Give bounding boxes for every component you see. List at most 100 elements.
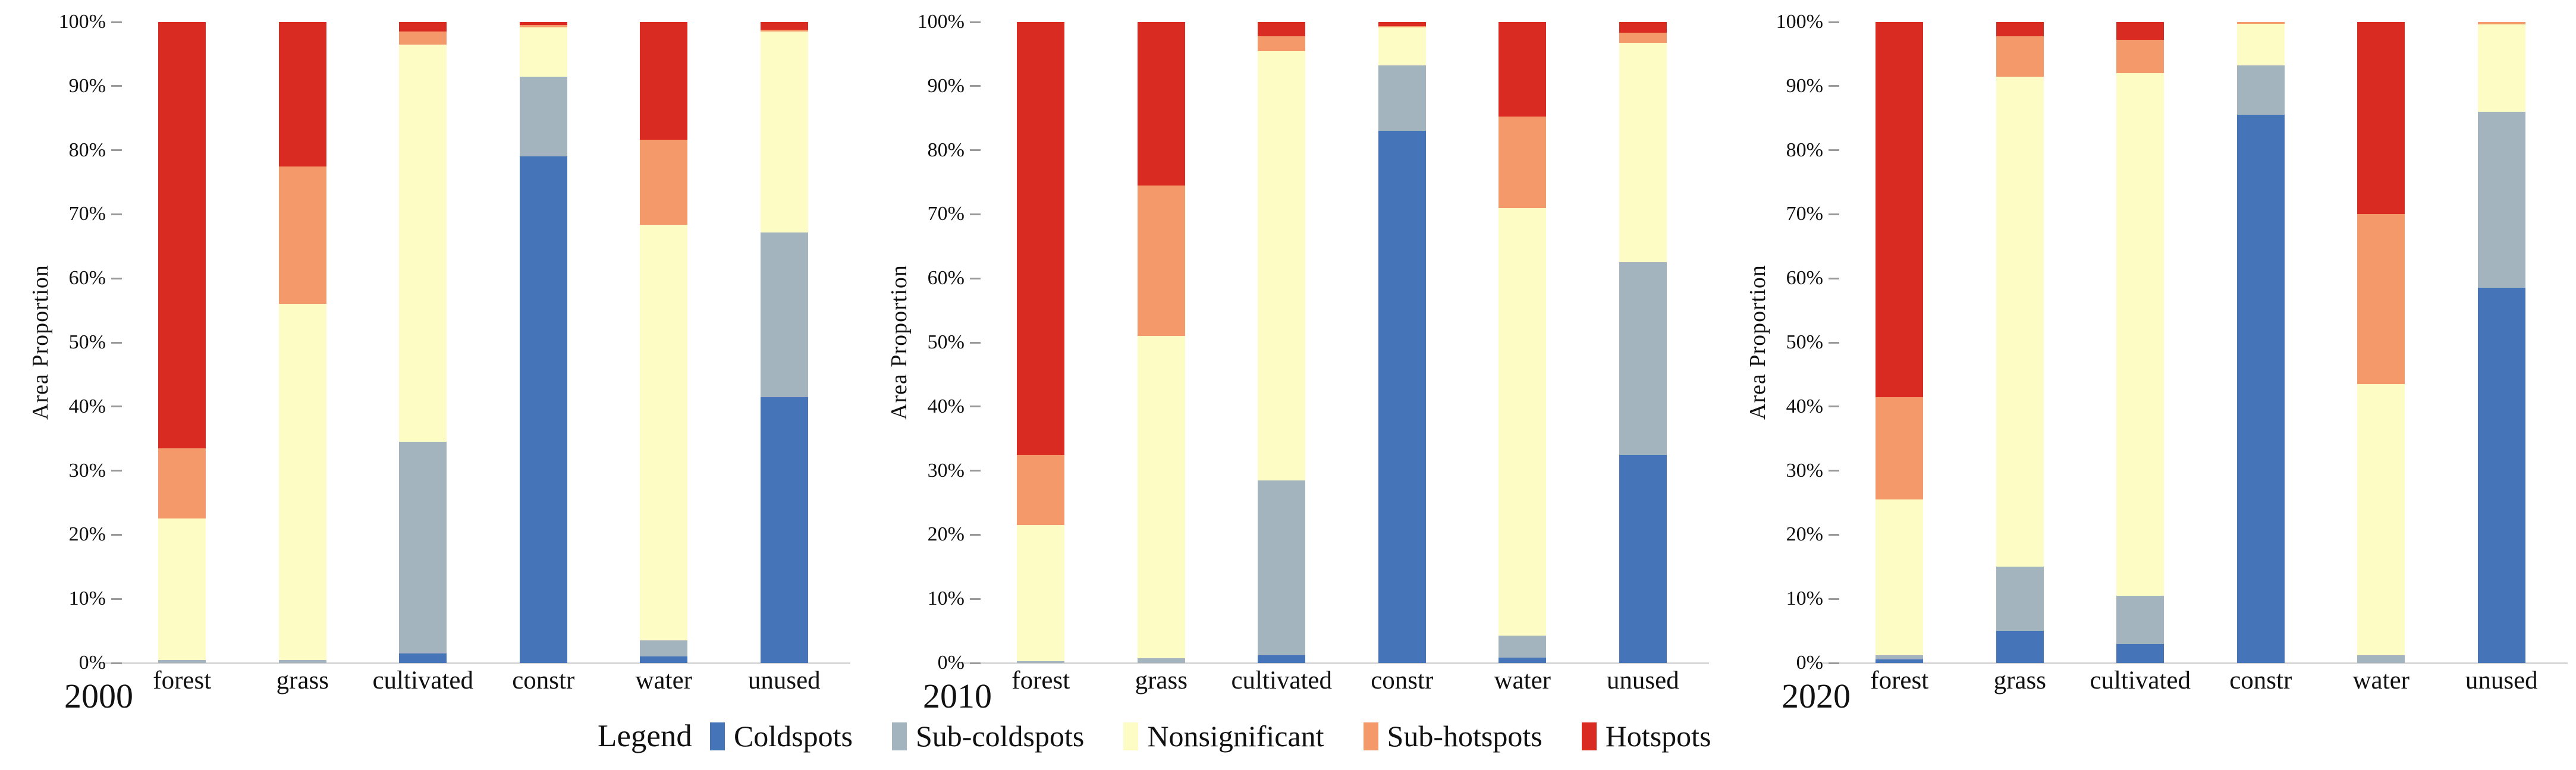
y-tick-label: 20% bbox=[1786, 523, 1823, 546]
segment-constr-coldspots bbox=[1378, 131, 1426, 663]
y-tick-label: 90% bbox=[1786, 74, 1823, 97]
y-tick-label: 80% bbox=[1786, 139, 1823, 161]
y-tick-mark bbox=[1829, 85, 1839, 87]
x-axis-line bbox=[1817, 662, 2568, 664]
segment-grass-sub-hotspots bbox=[278, 166, 326, 304]
segment-cultivated-hotspots bbox=[399, 22, 447, 32]
y-tick-mark bbox=[111, 21, 122, 23]
category-label: grass bbox=[1135, 667, 1188, 694]
segment-forest-sub-coldspots bbox=[1017, 661, 1065, 663]
category-label: forest bbox=[1011, 667, 1070, 694]
segment-water-sub-hotspots bbox=[1499, 116, 1547, 208]
bar-slot-constr: constr bbox=[2201, 22, 2321, 693]
segment-forest-sub-coldspots bbox=[1876, 655, 1924, 659]
segment-cultivated-nonsignificant bbox=[2116, 73, 2165, 596]
y-tick-mark bbox=[1829, 406, 1839, 408]
bars-group: forest grass cultivated constr water unused bbox=[122, 22, 844, 693]
category-label: forest bbox=[153, 667, 212, 694]
bar-slot-constr: constr bbox=[1342, 22, 1463, 693]
segment-cultivated-hotspots bbox=[2116, 22, 2165, 40]
sub-coldspots-swatch-icon bbox=[892, 722, 907, 750]
segment-forest-sub-hotspots bbox=[1876, 397, 1924, 500]
category-label: forest bbox=[1870, 667, 1929, 694]
segment-constr-sub-coldspots bbox=[1378, 65, 1426, 131]
y-tick-mark bbox=[970, 21, 981, 23]
y-tick-label: 10% bbox=[927, 587, 965, 610]
category-label: constr bbox=[512, 667, 575, 694]
segment-forest-nonsignificant bbox=[1876, 499, 1924, 656]
y-tick-mark bbox=[111, 277, 122, 279]
stacked-bar-constr bbox=[2236, 22, 2285, 663]
bar-slot-water: water bbox=[2321, 22, 2442, 693]
year-label: 2020 bbox=[1782, 677, 1851, 715]
plot-area: 0% 10% 20% 30% 40% 50% 60% 70% 80% 90% 100% forest… bbox=[59, 12, 850, 693]
legend-title: Legend bbox=[598, 719, 692, 753]
segment-forest-hotspots bbox=[158, 22, 206, 448]
legend-item-hotspots: Hotspots bbox=[1581, 719, 1711, 753]
legend-label: Sub-coldspots bbox=[916, 719, 1085, 753]
category-label: water bbox=[1494, 667, 1551, 694]
bars-group: forest grass cultivated constr water unused bbox=[981, 22, 1704, 693]
chart-panel-2020: Area Proportion 0% 10% 20% 30% 40% 50% 60% 70% 8… bbox=[1717, 0, 2576, 770]
segment-unused-sub-hotspots bbox=[760, 29, 808, 32]
y-tick-mark bbox=[1829, 149, 1839, 152]
y-tick-label: 30% bbox=[927, 459, 965, 482]
segment-cultivated-sub-coldspots bbox=[1258, 480, 1306, 656]
segment-constr-nonsignificant bbox=[2236, 24, 2285, 66]
y-tick-label: 20% bbox=[927, 523, 965, 546]
y-axis-ticks: 0% 10% 20% 30% 40% 50% 60% 70% 80% 90% 100% bbox=[59, 12, 844, 673]
category-label: cultivated bbox=[1231, 667, 1333, 694]
stacked-bar-water bbox=[1499, 22, 1547, 663]
y-tick-mark bbox=[111, 533, 122, 536]
y-tick-mark bbox=[970, 341, 981, 344]
year-label: 2000 bbox=[64, 677, 133, 715]
segment-grass-sub-coldspots bbox=[278, 659, 326, 663]
y-tick-label: 90% bbox=[68, 74, 106, 97]
category-label: water bbox=[2352, 667, 2410, 694]
y-tick-label: 100% bbox=[1776, 11, 1823, 33]
category-label: cultivated bbox=[372, 667, 474, 694]
category-label: unused bbox=[1606, 667, 1679, 694]
category-label: unused bbox=[2465, 667, 2538, 694]
category-label: water bbox=[635, 667, 693, 694]
y-tick-label: 100% bbox=[58, 11, 106, 33]
stacked-bar-unused bbox=[2477, 22, 2525, 663]
y-tick-mark bbox=[1829, 470, 1839, 472]
legend-label: Sub-hotspots bbox=[1387, 719, 1543, 753]
bar-slot-cultivated: cultivated bbox=[1221, 22, 1342, 693]
segment-unused-nonsignificant bbox=[1619, 42, 1667, 263]
segment-unused-sub-coldspots bbox=[760, 232, 808, 397]
y-tick-label: 50% bbox=[68, 331, 106, 353]
segment-cultivated-coldspots bbox=[2116, 643, 2165, 663]
segment-unused-sub-hotspots bbox=[2477, 22, 2525, 25]
bar-slot-constr: constr bbox=[483, 22, 604, 693]
segment-cultivated-hotspots bbox=[1258, 22, 1306, 36]
nonsignificant-swatch-icon bbox=[1123, 722, 1139, 750]
stacked-bar-forest bbox=[158, 22, 206, 663]
segment-water-sub-coldspots bbox=[2357, 655, 2405, 663]
segment-unused-nonsignificant bbox=[760, 32, 808, 232]
legend-item-sub-hotspots: Sub-hotspots bbox=[1363, 719, 1543, 753]
segment-water-hotspots bbox=[1499, 22, 1547, 117]
segment-grass-sub-coldspots bbox=[1137, 658, 1185, 663]
segment-forest-hotspots bbox=[1876, 22, 1924, 397]
segment-cultivated-coldspots bbox=[1258, 655, 1306, 663]
y-tick-label: 50% bbox=[1786, 331, 1823, 353]
segment-cultivated-nonsignificant bbox=[1258, 51, 1306, 480]
y-tick-mark bbox=[970, 149, 981, 152]
sub-hotspots-swatch-icon bbox=[1363, 722, 1378, 750]
y-tick-label: 30% bbox=[1786, 459, 1823, 482]
segment-constr-hotspots bbox=[1378, 22, 1426, 26]
bar-slot-unused: unused bbox=[1583, 22, 1704, 693]
legend-label: Nonsignificant bbox=[1147, 719, 1324, 753]
segment-constr-sub-hotspots bbox=[519, 25, 567, 27]
segment-cultivated-coldspots bbox=[399, 653, 447, 663]
segment-constr-nonsignificant bbox=[519, 27, 567, 77]
y-tick-mark bbox=[970, 406, 981, 408]
y-tick-mark bbox=[1829, 598, 1839, 600]
bar-slot-grass: grass bbox=[243, 22, 363, 693]
bar-slot-cultivated: cultivated bbox=[363, 22, 483, 693]
year-label: 2010 bbox=[923, 677, 992, 715]
y-tick-label: 60% bbox=[927, 267, 965, 290]
